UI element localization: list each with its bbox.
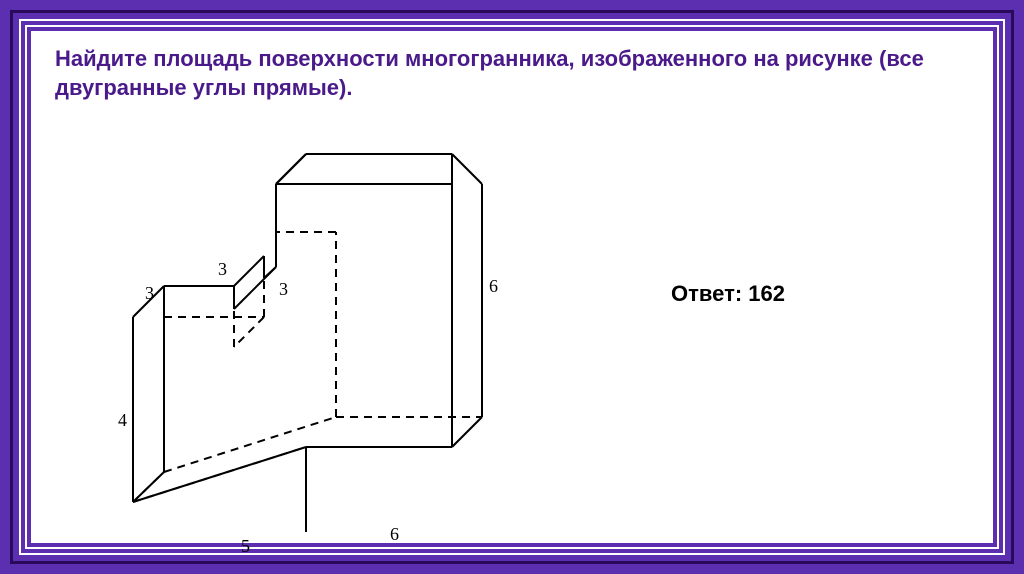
- polyhedron-diagram: 3 3 3 6 4 5 6: [106, 136, 526, 561]
- dim-d4: 6: [489, 276, 498, 297]
- answer-text: Ответ: 162: [671, 281, 785, 307]
- dim-d7: 6: [390, 524, 399, 545]
- dim-d6: 5: [241, 536, 250, 557]
- dim-d2: 3: [218, 259, 227, 280]
- dim-d5: 4: [118, 410, 127, 431]
- question-text: Найдите площадь поверхности многогранник…: [55, 45, 969, 102]
- dim-d3: 3: [279, 279, 288, 300]
- dim-d1: 3: [145, 283, 154, 304]
